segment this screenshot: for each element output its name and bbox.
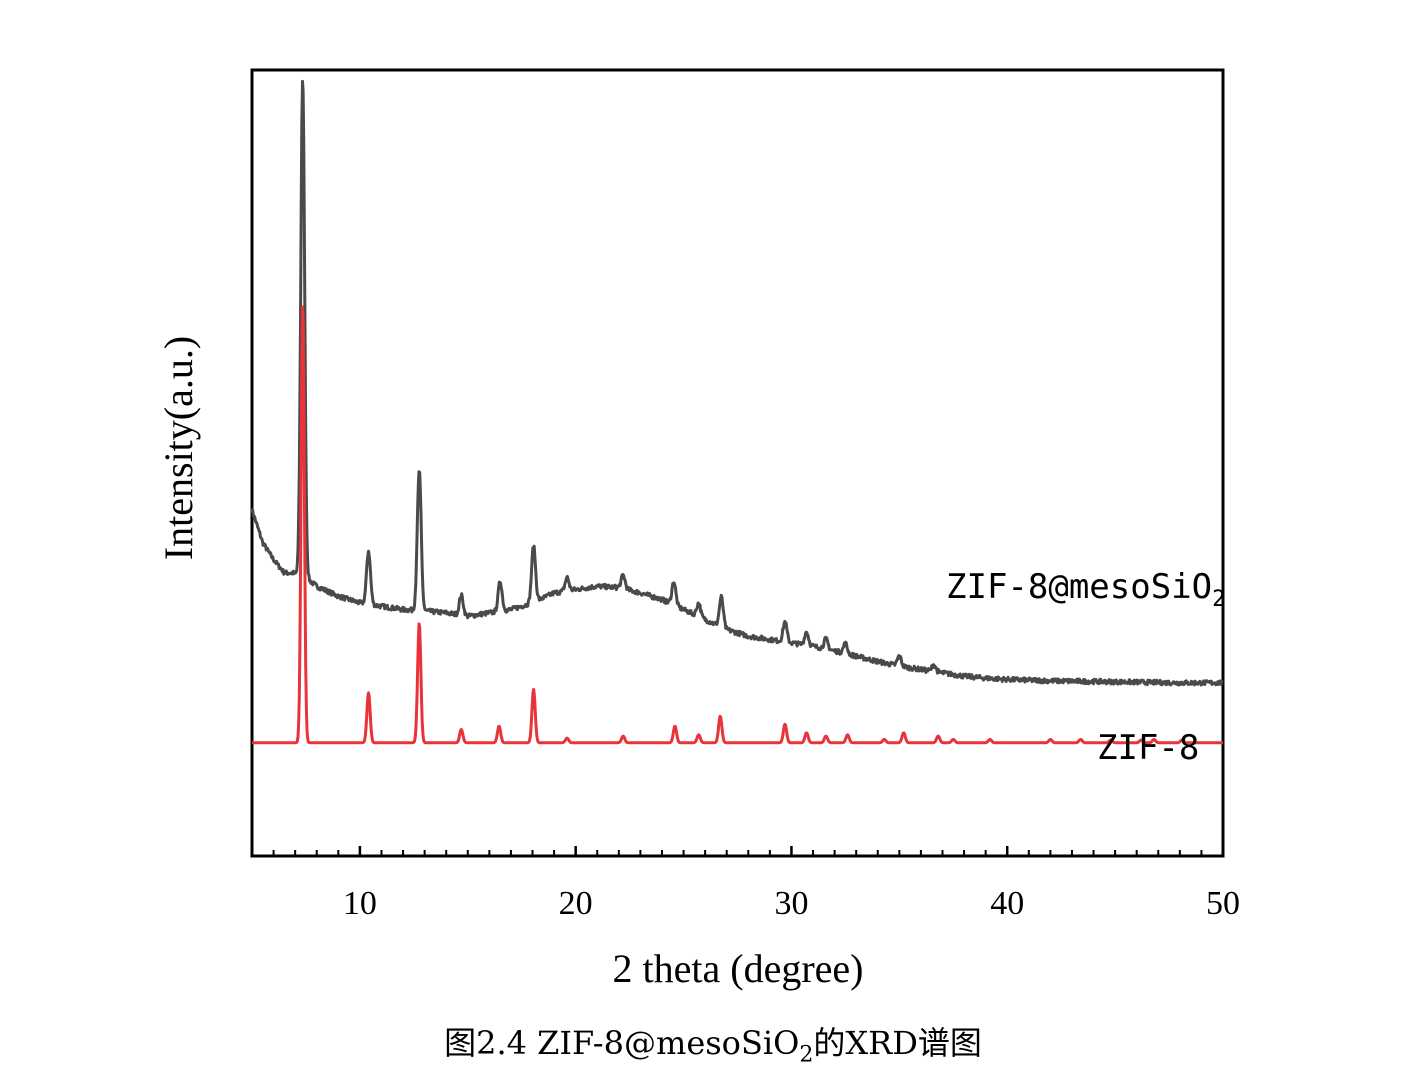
x-tick-label-40: 40 [990, 885, 1024, 922]
caption-subscript: 2 [799, 1042, 814, 1068]
caption-suffix: 的XRD谱图 [813, 1024, 982, 1062]
x-tick-label-50: 50 [1206, 885, 1240, 922]
figure-caption: 图2.4 ZIF-8@mesoSiO2的XRD谱图 [0, 1018, 1426, 1067]
x-tick-labels: 10 20 30 40 50 [343, 885, 1240, 922]
x-tick-label-10: 10 [343, 885, 377, 922]
x-tick-marks [272, 846, 1225, 856]
series-label-zif8: ZIF-8 [1097, 728, 1199, 768]
x-axis-label: 2 theta (degree) [613, 946, 864, 991]
plot-frame [250, 68, 1225, 858]
x-tick-label-30: 30 [774, 885, 808, 922]
series-labels: ZIF-8@mesoSiO2 ZIF-8 [946, 567, 1225, 768]
series-line-zif8 [251, 305, 1224, 745]
x-tick-label-20: 20 [559, 885, 593, 922]
y-axis-label: Intensity(a.u.) [156, 336, 201, 560]
series-label-zif8-mesosio2: ZIF-8@mesoSiO2 [946, 567, 1225, 612]
caption-prefix: 图2.4 ZIF-8@mesoSiO [444, 1024, 800, 1062]
series-layer [250, 79, 1224, 745]
series-line-zif8-mesosio2 [250, 79, 1224, 687]
